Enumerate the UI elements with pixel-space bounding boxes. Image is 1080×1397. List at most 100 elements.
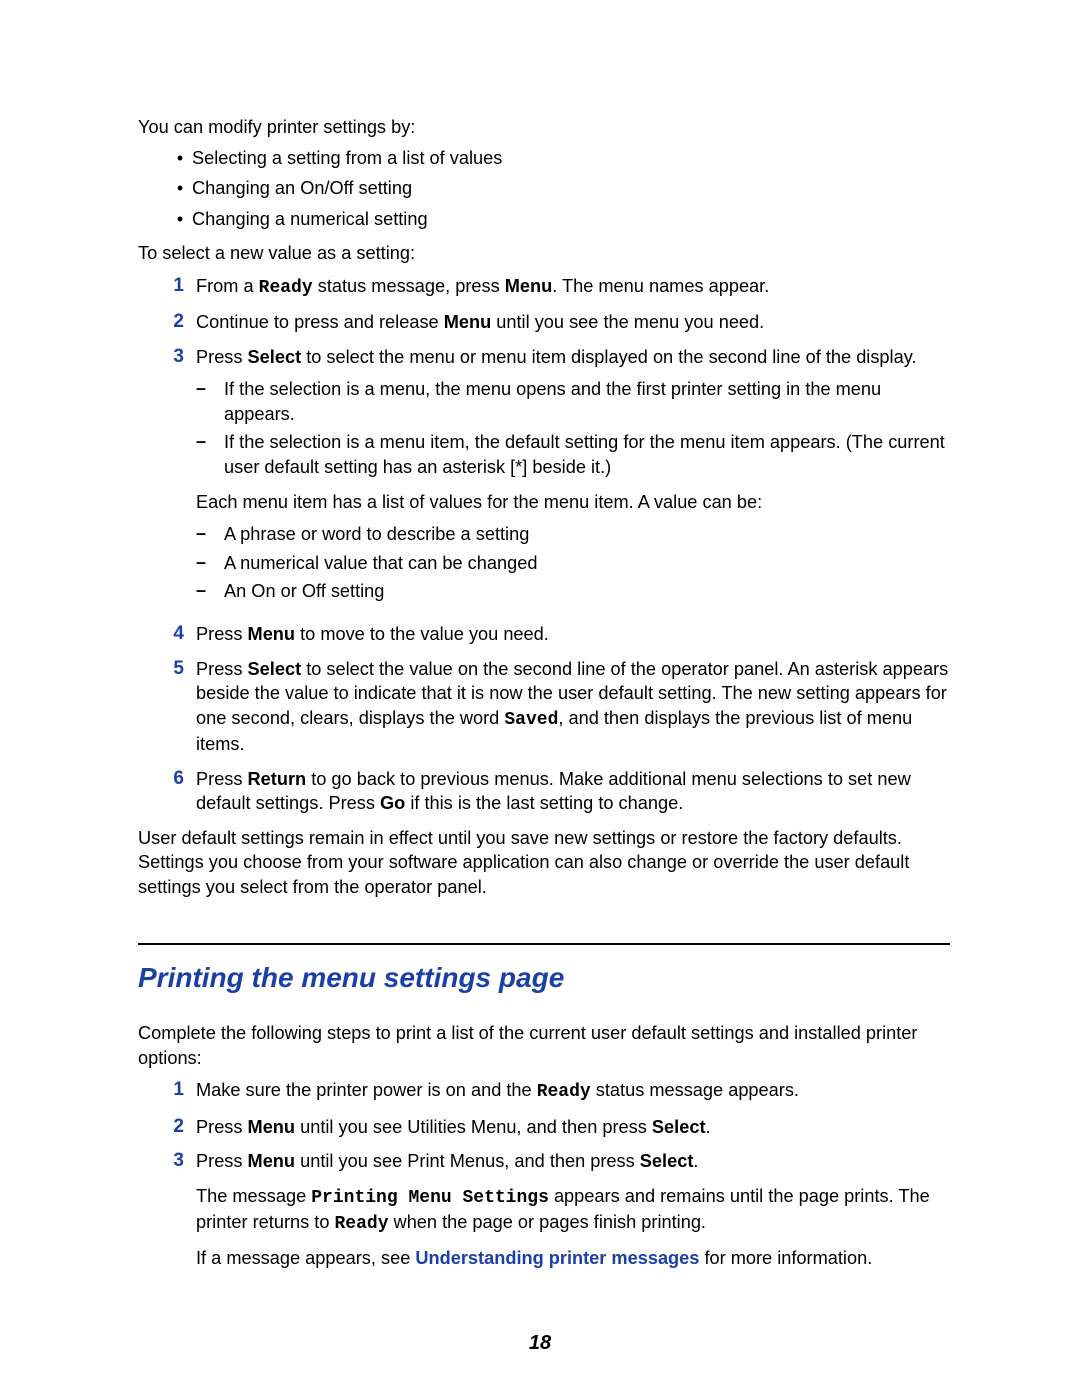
section-divider bbox=[138, 943, 950, 945]
text-run: Continue to press and release bbox=[196, 312, 444, 332]
bullet-text: Changing an On/Off setting bbox=[192, 176, 950, 201]
text-run: Press bbox=[196, 659, 248, 679]
sub-text: A numerical value that can be changed bbox=[224, 551, 950, 576]
text-run: Make sure the printer power is on and th… bbox=[196, 1080, 537, 1100]
section-intro: Complete the following steps to print a … bbox=[138, 1021, 950, 1070]
mono-text: Ready bbox=[334, 1214, 388, 1234]
step-number: 2 bbox=[138, 1115, 196, 1140]
list-item: – A phrase or word to describe a setting bbox=[196, 522, 950, 547]
dash-icon: – bbox=[196, 579, 224, 604]
page-number: 18 bbox=[0, 1330, 1080, 1357]
bullet-text: Changing a numerical setting bbox=[192, 207, 950, 232]
text-run: to select the menu or menu item displaye… bbox=[301, 347, 916, 367]
text-run: Press bbox=[196, 769, 248, 789]
mono-text: Ready bbox=[259, 278, 313, 298]
sub-list: – If the selection is a menu, the menu o… bbox=[196, 377, 950, 479]
step-body: Press Menu to move to the value you need… bbox=[196, 622, 950, 647]
section-title: Printing the menu settings page bbox=[138, 959, 950, 997]
sub-text: A phrase or word to describe a setting bbox=[224, 522, 950, 547]
text-run: if this is the last setting to change. bbox=[405, 793, 683, 813]
step-item: 3 Press Menu until you see Print Menus, … bbox=[138, 1149, 950, 1279]
list-item: – If the selection is a menu item, the d… bbox=[196, 430, 950, 479]
bold-text: Return bbox=[248, 769, 307, 789]
bold-text: Menu bbox=[248, 1117, 296, 1137]
bold-text: Select bbox=[640, 1151, 694, 1171]
step-number: 3 bbox=[138, 345, 196, 612]
bold-text: Menu bbox=[505, 276, 553, 296]
bold-text: Select bbox=[652, 1117, 706, 1137]
bullet-icon: • bbox=[138, 176, 192, 201]
text-run: . The menu names appear. bbox=[552, 276, 769, 296]
sub-list: – A phrase or word to describe a setting… bbox=[196, 522, 950, 604]
bullet-icon: • bbox=[138, 146, 192, 171]
mono-text: Ready bbox=[537, 1082, 591, 1102]
step-body: Press Menu until you see Print Menus, an… bbox=[196, 1149, 950, 1279]
document-page: You can modify printer settings by: • Se… bbox=[0, 0, 1080, 1397]
text-run: . bbox=[693, 1151, 698, 1171]
main-steps-list: 1 From a Ready status message, press Men… bbox=[138, 274, 950, 816]
step-number: 2 bbox=[138, 310, 196, 335]
text-run: Press bbox=[196, 347, 248, 367]
cross-reference-link[interactable]: Understanding printer messages bbox=[415, 1248, 699, 1268]
step-body: Press Select to select the value on the … bbox=[196, 657, 950, 757]
bullet-text: Selecting a setting from a list of value… bbox=[192, 146, 950, 171]
text-run: until you see Print Menus, and then pres… bbox=[295, 1151, 640, 1171]
step-body: Continue to press and release Menu until… bbox=[196, 310, 950, 335]
intro-bullet-list: • Selecting a setting from a list of val… bbox=[138, 146, 950, 232]
step-body: From a Ready status message, press Menu.… bbox=[196, 274, 950, 300]
section-steps-list: 1 Make sure the printer power is on and … bbox=[138, 1078, 950, 1279]
text-run: Press bbox=[196, 1117, 248, 1137]
bold-text: Go bbox=[380, 793, 405, 813]
dash-icon: – bbox=[196, 430, 224, 479]
sub-text: If the selection is a menu item, the def… bbox=[224, 430, 950, 479]
text-run: until you see the menu you need. bbox=[491, 312, 764, 332]
text-run: to move to the value you need. bbox=[295, 624, 549, 644]
list-item: – If the selection is a menu, the menu o… bbox=[196, 377, 950, 426]
mono-text: Printing Menu Settings bbox=[311, 1188, 549, 1208]
text-run: when the page or pages finish printing. bbox=[389, 1212, 706, 1232]
step-body: Press Return to go back to previous menu… bbox=[196, 767, 950, 816]
step-item: 4 Press Menu to move to the value you ne… bbox=[138, 622, 950, 647]
step-number: 4 bbox=[138, 622, 196, 647]
list-item: – A numerical value that can be changed bbox=[196, 551, 950, 576]
bullet-icon: • bbox=[138, 207, 192, 232]
step-item: 3 Press Select to select the menu or men… bbox=[138, 345, 950, 612]
list-item: • Changing an On/Off setting bbox=[138, 176, 950, 201]
bold-text: Select bbox=[248, 659, 302, 679]
outro-paragraph: User default settings remain in effect u… bbox=[138, 826, 950, 900]
intro-paragraph-1: You can modify printer settings by: bbox=[138, 115, 950, 140]
sub-text: An On or Off setting bbox=[224, 579, 950, 604]
mono-text: Saved bbox=[504, 710, 558, 730]
step-item: 2 Press Menu until you see Utilities Men… bbox=[138, 1115, 950, 1140]
step-item: 1 From a Ready status message, press Men… bbox=[138, 274, 950, 300]
step-number: 5 bbox=[138, 657, 196, 757]
step-item: 5 Press Select to select the value on th… bbox=[138, 657, 950, 757]
list-item: – An On or Off setting bbox=[196, 579, 950, 604]
sub-text: If the selection is a menu, the menu ope… bbox=[224, 377, 950, 426]
step-body: Press Select to select the menu or menu … bbox=[196, 345, 950, 612]
list-item: • Changing a numerical setting bbox=[138, 207, 950, 232]
text-run: . bbox=[706, 1117, 711, 1137]
dash-icon: – bbox=[196, 551, 224, 576]
text-run: Press bbox=[196, 1151, 248, 1171]
dash-icon: – bbox=[196, 377, 224, 426]
intro-paragraph-2: To select a new value as a setting: bbox=[138, 241, 950, 266]
step-item: 2 Continue to press and release Menu unt… bbox=[138, 310, 950, 335]
text-run: until you see Utilities Menu, and then p… bbox=[295, 1117, 652, 1137]
step-number: 6 bbox=[138, 767, 196, 816]
text-run: status message, press bbox=[313, 276, 505, 296]
dash-icon: – bbox=[196, 522, 224, 547]
list-item: • Selecting a setting from a list of val… bbox=[138, 146, 950, 171]
step-paragraph: Each menu item has a list of values for … bbox=[196, 490, 950, 515]
bold-text: Menu bbox=[248, 1151, 296, 1171]
text-run: status message appears. bbox=[591, 1080, 799, 1100]
step-number: 3 bbox=[138, 1149, 196, 1279]
text-run: for more information. bbox=[699, 1248, 872, 1268]
text-run: Press bbox=[196, 624, 248, 644]
step-number: 1 bbox=[138, 1078, 196, 1104]
step-body: Make sure the printer power is on and th… bbox=[196, 1078, 950, 1104]
bold-text: Select bbox=[248, 347, 302, 367]
step-item: 1 Make sure the printer power is on and … bbox=[138, 1078, 950, 1104]
bold-text: Menu bbox=[248, 624, 296, 644]
text-run: If a message appears, see bbox=[196, 1248, 415, 1268]
